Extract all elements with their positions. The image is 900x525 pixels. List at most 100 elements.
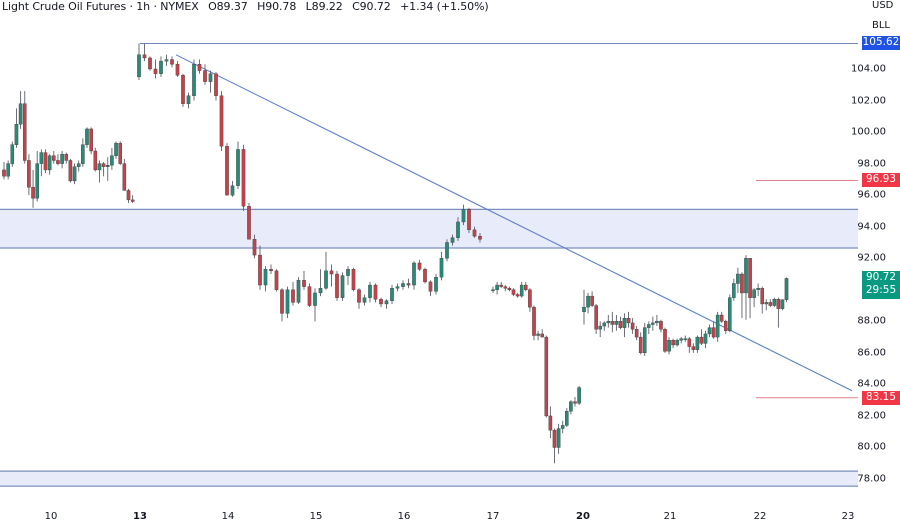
candle — [72, 166, 77, 182]
candle — [368, 284, 372, 298]
price-tick: 88.00 — [857, 315, 886, 327]
candle — [675, 340, 679, 346]
alert-lower-label[interactable]: 83.15 — [862, 390, 900, 405]
candle — [60, 153, 64, 164]
candle — [756, 288, 760, 290]
candle — [164, 59, 169, 62]
candle — [357, 289, 361, 303]
candle — [569, 401, 573, 412]
candle — [89, 128, 93, 152]
candle — [507, 288, 512, 290]
candle — [630, 322, 635, 330]
candle — [461, 209, 466, 223]
candle — [478, 235, 482, 240]
candlestick-series — [2, 43, 789, 464]
candle — [634, 329, 639, 338]
time-tick: 15 — [309, 511, 323, 522]
candle — [142, 54, 147, 59]
candle — [536, 333, 540, 336]
candle — [434, 276, 438, 292]
candle — [52, 155, 56, 161]
candle — [784, 278, 789, 300]
ohlc-change: +1.34 (+1.50%) — [400, 0, 489, 13]
candle — [340, 275, 345, 298]
candle — [740, 273, 744, 294]
candle — [618, 321, 623, 328]
ohlc-low: L89.22 — [305, 0, 343, 13]
candle — [384, 300, 389, 305]
time-tick: 23 — [841, 511, 855, 522]
currency-label[interactable]: USD — [872, 0, 894, 11]
price-tick: 80.00 — [857, 441, 886, 453]
candle — [695, 336, 700, 350]
candle — [186, 95, 191, 104]
candle — [556, 428, 561, 448]
candle — [14, 124, 19, 145]
price-tick: 94.00 — [857, 221, 886, 233]
candle — [97, 163, 102, 171]
candle — [760, 288, 764, 305]
drawing-lines — [140, 42, 858, 399]
candle — [118, 142, 122, 164]
candle — [6, 163, 10, 177]
candle — [76, 163, 81, 167]
candle — [565, 411, 569, 426]
candle — [577, 387, 581, 404]
candle — [598, 325, 602, 330]
candle — [499, 284, 503, 287]
candle — [703, 333, 708, 344]
candle — [285, 289, 290, 314]
candle — [503, 286, 508, 289]
candle — [31, 187, 35, 199]
candle — [606, 321, 611, 324]
candle — [548, 415, 553, 431]
candle — [719, 314, 724, 322]
candle — [302, 280, 306, 287]
price-label-value: 105.62 — [862, 36, 900, 49]
candle — [590, 295, 594, 306]
alert-upper-label[interactable]: 96.93 — [862, 173, 900, 188]
support-resistance-zones — [0, 208, 858, 487]
candle — [445, 242, 449, 259]
resistance-high-label[interactable]: 105.62 — [862, 36, 900, 51]
candle — [110, 155, 114, 166]
candle — [651, 322, 655, 325]
candle — [573, 401, 577, 404]
candle — [247, 206, 251, 240]
price-zone[interactable] — [0, 209, 858, 248]
candle — [39, 152, 44, 164]
candle — [114, 142, 118, 156]
candle — [450, 237, 455, 243]
candle — [56, 160, 60, 164]
current-price-label[interactable]: 90.72 29:55 — [862, 271, 900, 300]
price-tick: 102.00 — [851, 95, 886, 107]
candle — [324, 270, 328, 289]
candle — [329, 270, 334, 275]
descending-trendline[interactable] — [175, 54, 853, 392]
time-tick: 13 — [133, 511, 147, 522]
chart-legend: Light Crude Oil Futures · 1h · NYMEX O89… — [2, 0, 495, 13]
price-tick: 92.00 — [857, 252, 886, 264]
candle — [241, 149, 246, 207]
symbol-title[interactable]: Light Crude Oil Futures · 1h · NYMEX — [2, 0, 199, 13]
unit-label[interactable]: BLL — [872, 20, 891, 31]
price-zone[interactable] — [0, 471, 858, 487]
candle — [27, 160, 31, 188]
candle — [622, 317, 627, 328]
candle — [10, 144, 15, 164]
candle — [274, 270, 279, 290]
candle — [642, 327, 647, 354]
candle — [780, 299, 785, 309]
candle — [736, 273, 740, 284]
candle — [291, 289, 295, 303]
candle — [296, 280, 301, 303]
candle — [22, 103, 27, 161]
candle — [230, 185, 235, 196]
candle — [495, 284, 499, 290]
candle — [515, 294, 520, 297]
candle — [225, 146, 229, 196]
price-tick: 104.00 — [851, 63, 886, 75]
candle — [137, 54, 141, 78]
candle — [560, 425, 565, 429]
